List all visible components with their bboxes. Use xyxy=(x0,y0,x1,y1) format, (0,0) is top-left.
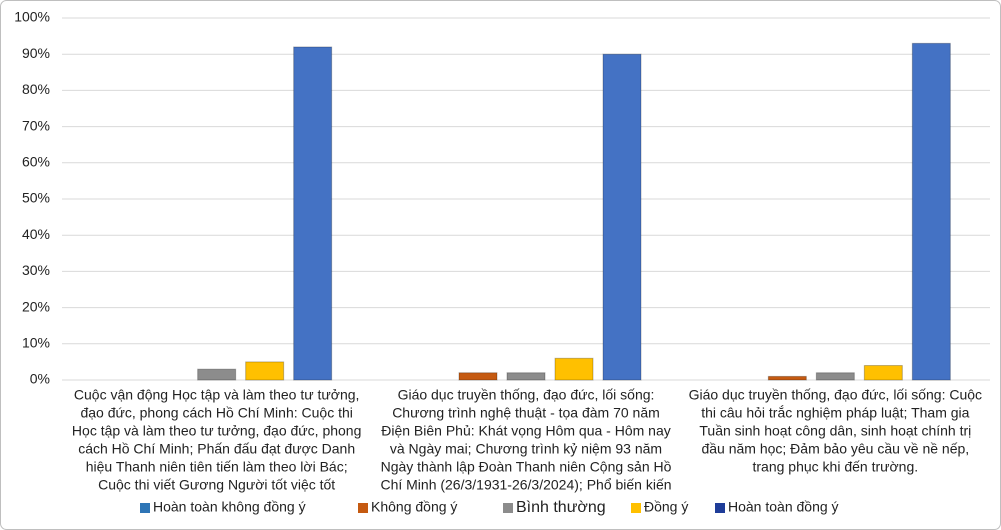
x-tick-label: Học tập và làm theo tư tưởng, đạo đức, p… xyxy=(72,423,361,439)
y-tick-label: 80% xyxy=(22,81,50,97)
legend-label: Bình thường xyxy=(516,499,606,516)
bar xyxy=(602,53,642,381)
y-tick-label: 60% xyxy=(22,154,50,170)
bar xyxy=(554,357,594,381)
x-tick-label: thi câu hỏi trắc nghiệm pháp luật; Tham … xyxy=(701,405,969,421)
bar xyxy=(506,372,546,381)
legend-swatch xyxy=(140,503,150,513)
legend-swatch xyxy=(715,503,725,513)
x-tick-label: hiệu Thanh niên tiên tiến làm theo lời B… xyxy=(86,459,348,475)
legend-label: Không đồng ý xyxy=(371,499,457,515)
x-tick-label: Chương trình nghệ thuật - tọa đàm 70 năm xyxy=(392,405,660,421)
legend-swatch xyxy=(503,503,513,513)
y-tick-label: 100% xyxy=(14,9,50,25)
bar xyxy=(863,365,903,381)
x-tick-label: trang phục khi đến trường. xyxy=(753,459,919,475)
legend-swatch xyxy=(631,503,641,513)
y-tick-label: 30% xyxy=(22,262,50,278)
x-tick-label: cách Hồ Chí Minh; Phấn đấu đạt được Danh xyxy=(78,441,355,457)
x-tick-label: Giáo dục truyền thống, đạo đức, lối sống… xyxy=(398,387,655,403)
legend-label: Đồng ý xyxy=(644,499,688,515)
x-tick-label: Điện Biên Phủ: Khát vọng Hôm qua - Hôm n… xyxy=(381,423,671,439)
x-tick-label: Ngày thành lập Đoàn Thanh niên Cộng sản … xyxy=(381,459,672,475)
x-tick-label: Chí Minh (26/3/1931-26/3/2024); Phổ biến… xyxy=(380,477,671,493)
x-tick-label: Cuộc thi viết Gương Người tốt việc tốt xyxy=(98,477,335,493)
y-tick-label: 0% xyxy=(30,371,50,387)
y-tick-label: 70% xyxy=(22,117,50,133)
legend-swatch xyxy=(358,503,368,513)
x-tick-label: đầu năm học; Đảm bảo yêu cầu về nề nếp, xyxy=(701,441,969,457)
x-tick-label: Giáo dục truyền thống, đạo đức, lối sống… xyxy=(689,387,982,403)
bar xyxy=(815,372,855,381)
bar xyxy=(767,375,807,381)
y-tick-label: 10% xyxy=(22,335,50,351)
bar xyxy=(293,46,333,381)
x-tick-label: và Ngày mai; Chương trình kỷ niệm 93 năm xyxy=(390,441,662,457)
x-tick-label: Tuần sinh hoạt công dân, sinh hoạt chính… xyxy=(699,423,971,439)
y-tick-label: 40% xyxy=(22,226,50,242)
y-tick-label: 50% xyxy=(22,190,50,206)
bar xyxy=(245,361,285,381)
legend-label: Hoàn toàn đồng ý xyxy=(728,499,839,515)
legend-label: Hoàn toàn không đồng ý xyxy=(153,499,306,515)
y-tick-label: 20% xyxy=(22,298,50,314)
bar xyxy=(911,42,951,381)
bar xyxy=(197,368,237,381)
x-tick-label: Cuộc vận động Học tập và làm theo tư tưở… xyxy=(74,387,360,403)
bar xyxy=(458,372,498,381)
x-tick-label: đạo đức, phong cách Hồ Chí Minh: Cuộc th… xyxy=(80,405,352,421)
y-tick-label: 90% xyxy=(22,45,50,61)
